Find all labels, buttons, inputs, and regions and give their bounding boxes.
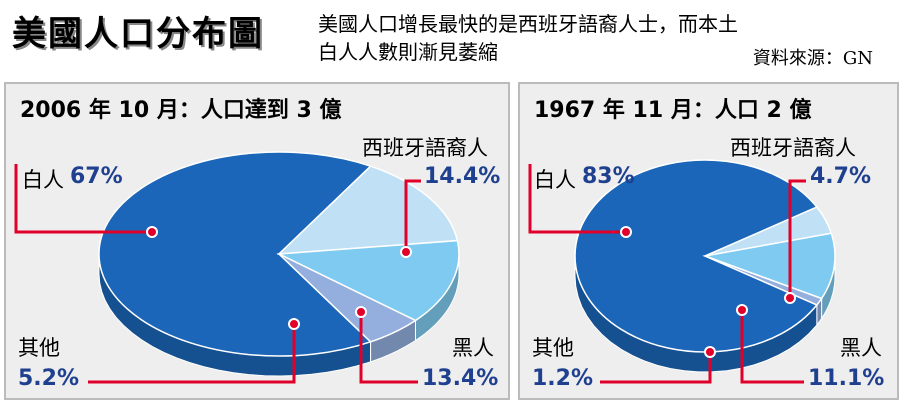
percent-black-1967: 11.1% bbox=[808, 366, 885, 391]
label-white-2006: 白人 bbox=[22, 168, 64, 192]
label-black-2006: 黑人 bbox=[452, 336, 494, 360]
chart-title-2006: 2006 年 10 月：人口達到 3 億 bbox=[20, 98, 342, 123]
leader-dot-white-1967 bbox=[620, 226, 632, 238]
pie-slice-white-1967 bbox=[574, 159, 819, 353]
percent-black-2006: 13.4% bbox=[422, 366, 499, 391]
label-other-2006: 其他 bbox=[18, 336, 60, 360]
subtitle-line-1: 美國人口增長最快的是西班牙語裔人士，而本土 bbox=[318, 12, 738, 36]
percent-hispanic-2006: 14.4% bbox=[424, 164, 501, 189]
leader-line-black-1967 bbox=[740, 310, 804, 384]
percent-hispanic-1967: 4.7% bbox=[810, 164, 872, 189]
leader-line-white-2006 bbox=[14, 164, 152, 234]
page-title: 美國人口分布圖 bbox=[12, 14, 264, 54]
leader-dot-white-2006 bbox=[146, 226, 158, 238]
subtitle-line-2: 白人人數則漸見萎縮 bbox=[318, 40, 498, 64]
percent-other-2006: 5.2% bbox=[18, 366, 80, 391]
leader-dot-hispanic-1967 bbox=[784, 292, 796, 304]
leader-dot-other-1967 bbox=[704, 346, 716, 358]
pie-slice-hispanic-2006 bbox=[276, 165, 459, 255]
pie-chart-2006 bbox=[14, 151, 460, 384]
source-note: 資料來源：GN bbox=[752, 48, 873, 69]
label-black-1967: 黑人 bbox=[840, 336, 882, 360]
label-other-1967: 其他 bbox=[532, 336, 574, 360]
chart-panel-2006: 2006 年 10 月：人口達到 3 億 白人 67% 西班牙語裔人 14.4%… bbox=[4, 82, 510, 400]
percent-white-1967: 83% bbox=[582, 164, 635, 189]
leader-dot-hispanic-2006 bbox=[400, 246, 412, 258]
percent-white-2006: 67% bbox=[70, 164, 123, 189]
leader-line-white-1967 bbox=[528, 164, 626, 234]
leader-dot-black-1967 bbox=[736, 304, 748, 316]
leader-line-other-2006 bbox=[88, 324, 296, 384]
label-white-1967: 白人 bbox=[534, 168, 576, 192]
leader-dot-black-2006 bbox=[355, 306, 367, 318]
pie-slice-other-2006 bbox=[278, 253, 418, 343]
percent-other-1967: 1.2% bbox=[532, 366, 594, 391]
leader-dot-other-2006 bbox=[288, 318, 300, 330]
pie-chart-1967 bbox=[528, 159, 836, 384]
leader-line-hispanic-1967 bbox=[788, 179, 806, 298]
pie-slice-black-1967 bbox=[702, 232, 836, 300]
chart-panel-1967: 1967 年 11 月：人口 2 億 白人 83% 西班牙語裔人 4.7% 黑人… bbox=[518, 82, 899, 400]
page-subtitle: 美國人口增長最快的是西班牙語裔人士，而本土 白人人數則漸見萎縮 bbox=[318, 10, 878, 66]
pie-slice-white-2006 bbox=[98, 151, 373, 357]
leader-line-other-1967 bbox=[600, 352, 712, 384]
leader-line-hispanic-2006 bbox=[404, 179, 421, 252]
leader-line-black-2006 bbox=[359, 312, 418, 384]
label-hispanic-2006: 西班牙語裔人 bbox=[362, 136, 488, 160]
label-hispanic-1967: 西班牙語裔人 bbox=[730, 136, 856, 160]
chart-title-1967: 1967 年 11 月：人口 2 億 bbox=[534, 98, 812, 123]
pie-slice-black-2006 bbox=[276, 239, 460, 322]
